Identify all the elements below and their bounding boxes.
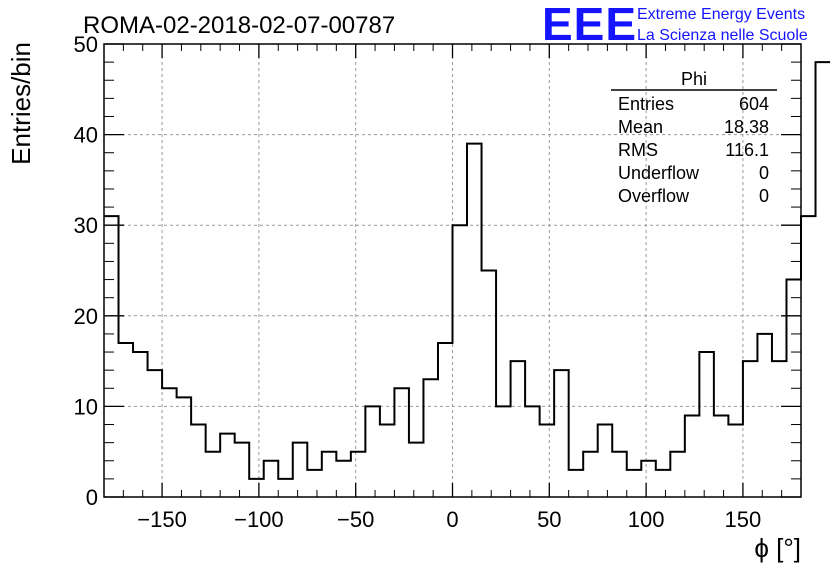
y-tick-label: 40 bbox=[74, 123, 98, 148]
y-tick-label: 50 bbox=[74, 32, 98, 57]
histogram-line bbox=[104, 61, 831, 480]
stats-label-rms: RMS bbox=[618, 140, 658, 160]
stats-label-entries: Entries bbox=[618, 94, 674, 114]
y-axis-label: Entries/bin bbox=[6, 42, 36, 165]
logo-line1: Extreme Energy Events bbox=[637, 6, 805, 23]
y-tick-label: 10 bbox=[74, 394, 98, 419]
stats-title: Phi bbox=[681, 69, 707, 89]
stats-label-mean: Mean bbox=[618, 117, 663, 137]
x-tick-label: −150 bbox=[137, 507, 187, 532]
x-tick-label: −100 bbox=[234, 507, 284, 532]
stats-value-entries: 604 bbox=[739, 94, 769, 114]
stats-value-mean: 18.38 bbox=[724, 117, 769, 137]
x-tick-label: 150 bbox=[725, 507, 762, 532]
logo-line2: La Scienza nelle Scuole bbox=[637, 27, 808, 44]
y-tick-label: 30 bbox=[74, 213, 98, 238]
y-tick-labels: 0 10 20 30 40 50 bbox=[74, 32, 98, 510]
x-axis-label: ϕ [°] bbox=[754, 533, 801, 563]
stats-value-overflow: 0 bbox=[759, 186, 769, 206]
logo-mark: EEE bbox=[542, 0, 637, 50]
chart-title: ROMA-02-2018-02-07-00787 bbox=[83, 12, 395, 39]
stats-box: Phi Entries 604 Mean 18.38 RMS 116.1 Und… bbox=[611, 69, 777, 206]
eee-logo: EEE Extreme Energy Events La Scienza nel… bbox=[542, 0, 808, 50]
x-tick-label: 0 bbox=[446, 507, 458, 532]
stats-label-underflow: Underflow bbox=[618, 163, 700, 183]
stats-value-rms: 116.1 bbox=[725, 140, 769, 160]
stats-label-overflow: Overflow bbox=[618, 186, 690, 206]
x-tick-label: 100 bbox=[628, 507, 665, 532]
axis-ticks bbox=[104, 43, 801, 498]
x-tick-label: 50 bbox=[537, 507, 561, 532]
x-tick-label: −50 bbox=[337, 507, 374, 532]
stats-value-underflow: 0 bbox=[759, 163, 769, 183]
y-tick-label: 20 bbox=[74, 304, 98, 329]
x-tick-labels: −150 −100 −50 0 50 100 150 bbox=[137, 507, 761, 532]
y-tick-label: 0 bbox=[86, 485, 98, 510]
